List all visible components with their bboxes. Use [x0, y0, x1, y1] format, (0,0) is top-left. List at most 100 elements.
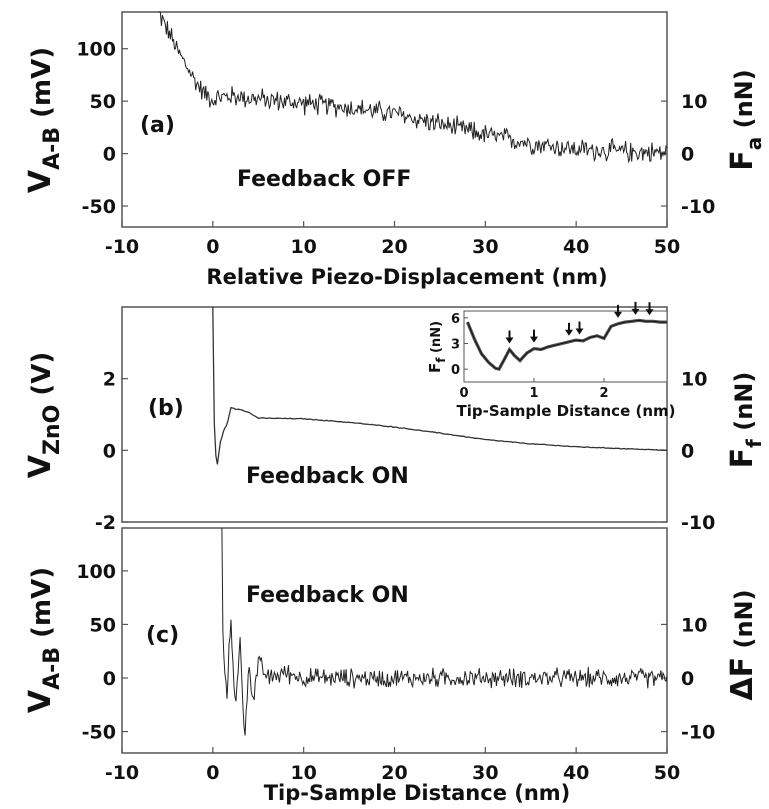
x-tick-label: -10: [105, 762, 139, 784]
x-tick-label: 30: [472, 236, 498, 258]
x-tick-label: 0: [206, 236, 219, 258]
panel-c-y2-ticks: -10 0 10: [661, 614, 715, 744]
panel-b-y-axis-label: VZnO (V): [23, 352, 65, 479]
x-tick-label: -10: [105, 236, 139, 258]
panel-a-series-line: [158, 11, 668, 164]
inset-y-tick-label: 6: [451, 312, 460, 327]
x-tick-label: 50: [654, 236, 680, 258]
inset-y-ticks: 0 3 6: [451, 312, 468, 378]
panel-b-y-ticks: -2 0 2: [95, 369, 128, 534]
panel-b-y2-axis-label-unit: (nN): [730, 372, 758, 439]
inset-arrow-head: [614, 311, 622, 318]
inset-y-axis-label-unit: (nN): [429, 321, 444, 358]
inset-arrow-head: [530, 336, 538, 343]
y2-tick-label: 10: [681, 369, 707, 391]
x-tick-label: 10: [290, 236, 316, 258]
inset-y-axis-label-main: F: [426, 363, 444, 373]
y-tick-label: 0: [103, 144, 116, 166]
x-tick-label: 40: [563, 236, 589, 258]
panel-c-y2-axis-label-unit: (nN): [730, 589, 758, 656]
panel-b-inset: 0 1 2 0 3 6 Tip-Sample Distance (nm) Ff (nN): [426, 301, 676, 420]
inset-x-axis-label: Tip-Sample Distance (nm): [457, 402, 676, 420]
panel-a-y2-axis-label: Fa (nN): [725, 69, 766, 170]
y-tick-label: 100: [76, 561, 116, 583]
panel-c-y-axis-label-main: V: [23, 689, 58, 713]
panel-c-series-line: [221, 527, 668, 736]
y2-tick-label: 0: [681, 440, 694, 462]
x-tick-label: 0: [206, 762, 219, 784]
inset-series-line-core: [467, 319, 667, 370]
y2-tick-label: -10: [681, 722, 715, 744]
panel-b-y-axis-label-main: V: [23, 454, 58, 478]
panel-c-x-axis-label: Tip-Sample Distance (nm): [264, 781, 571, 805]
y-tick-label: 2: [103, 369, 116, 391]
panel-a-y-axis-label-sub: A-B: [40, 127, 65, 170]
y-tick-label: -50: [82, 722, 116, 744]
panel-a-y-axis-label: VA-B (mV): [23, 47, 65, 193]
panel-b-y2-axis-label-sub: f: [742, 439, 766, 448]
y2-tick-label: 10: [681, 614, 707, 636]
panel-c-label: (c): [146, 623, 179, 648]
panel-c-y-ticks: -50 0 50 100: [76, 561, 128, 744]
y-tick-label: 50: [90, 91, 116, 113]
panel-a-y2-axis-label-sub: a: [742, 137, 766, 151]
x-tick-label: 10: [290, 762, 316, 784]
x-tick-label: 50: [654, 762, 680, 784]
inset-y-axis-label: Ff (nN): [426, 321, 448, 373]
panel-c-y-axis-label: VA-B (mV): [23, 567, 65, 713]
inset-y-axis-label-sub: f: [434, 357, 448, 363]
panel-c-y-axis-label-unit: (mV): [27, 567, 57, 647]
y2-tick-label: -10: [681, 196, 715, 218]
panel-a-y2-axis-label-main: F: [725, 150, 760, 171]
panel-a: -10 0 10 20 30 40 50 -50 0 50 100 -10 0 10 (a) Feed…: [23, 11, 766, 289]
panel-c-frame: [121, 527, 668, 754]
inset-arrow-head: [505, 337, 514, 344]
panel-b-y2-ticks: -10 0 10: [661, 369, 715, 534]
panel-a-annotation: Feedback OFF: [237, 167, 411, 192]
inset-arrow-head: [645, 309, 654, 316]
y-tick-label: -50: [82, 196, 116, 218]
panel-b-y-axis-label-sub: ZnO: [40, 405, 65, 455]
inset-x-tick-label: 2: [599, 386, 608, 401]
panel-a-x-axis-label: Relative Piezo-Displacement (nm): [206, 265, 607, 289]
inset-arrow-head: [565, 329, 573, 336]
panel-c-y2-axis-label: ΔF (nN): [725, 589, 760, 700]
panel-a-frame: [121, 11, 668, 228]
panel-a-y2-axis-label-unit: (nN): [730, 69, 758, 136]
inset-y-tick-label: 3: [451, 338, 460, 353]
panel-c-annotation: Feedback ON: [246, 583, 409, 608]
inset-x-tick-label: 0: [459, 386, 468, 401]
panel-c: -10 0 10 20 30 40 50 -50 0 50 100 -10 0 10 (c) Feed…: [23, 527, 760, 805]
y2-tick-label: 10: [681, 91, 707, 113]
panel-c-y2-axis-label-main: ΔF: [725, 657, 760, 701]
panel-a-label: (a): [140, 113, 175, 138]
inset-arrows: [505, 301, 654, 344]
x-tick-label: 20: [381, 762, 407, 784]
panel-a-x-ticks: -10 0 10 20 30 40 50: [105, 221, 680, 258]
panel-a-y2-ticks: -10 0 10: [661, 91, 715, 218]
panel-b-y2-axis-label-main: F: [725, 448, 760, 469]
panel-c-y-axis-label-sub: A-B: [40, 647, 65, 690]
y-tick-label: 0: [103, 668, 116, 690]
y-tick-label: 100: [76, 39, 116, 61]
panel-a-y-axis-label-main: V: [23, 169, 58, 193]
panel-b-y-axis-label-unit: (V): [27, 352, 57, 405]
panel-a-y-ticks: -50 0 50 100: [76, 39, 128, 218]
inset-x-ticks: 0 1 2: [459, 378, 609, 401]
panel-c-x-ticks: -10 0 10 20 30 40 50: [105, 747, 680, 784]
y2-tick-label: -10: [681, 512, 715, 534]
inset-arrow-head: [631, 308, 640, 315]
panel-b-y2-axis-label: Ff (nN): [725, 372, 766, 469]
panel-b-label: (b): [148, 396, 184, 421]
x-tick-label: 40: [563, 762, 589, 784]
y-tick-label: 50: [90, 614, 116, 636]
inset-arrow-head: [575, 328, 584, 335]
panel-b-series-line: [212, 306, 668, 465]
y-tick-label: -2: [95, 512, 116, 534]
x-tick-label: 20: [381, 236, 407, 258]
inset-x-tick-label: 1: [529, 386, 538, 401]
y2-tick-label: 0: [681, 144, 694, 166]
y2-tick-label: 0: [681, 668, 694, 690]
